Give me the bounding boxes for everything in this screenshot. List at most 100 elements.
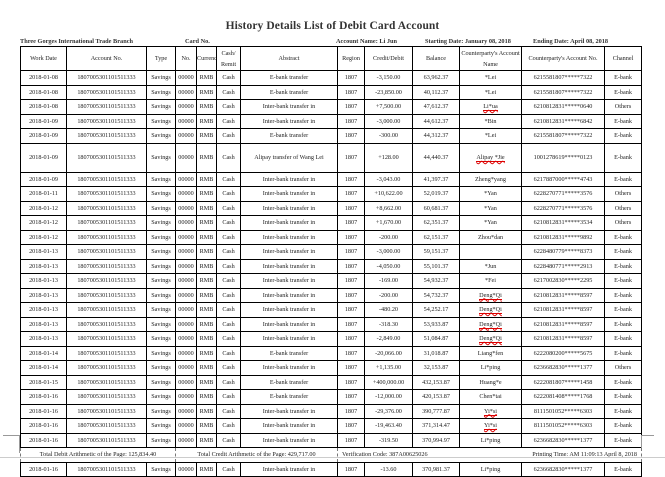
cell-channel: E-bank	[604, 128, 642, 144]
cell-account-no: 1807005301101511333	[66, 128, 147, 144]
cell-no: 00000	[175, 287, 197, 303]
starting-date: Starting Date: January 08, 2018	[425, 38, 511, 45]
header-credit-debit: Credit/Debit	[364, 46, 413, 71]
cell-region: 1807	[337, 113, 365, 129]
cell-channel: E-bank	[604, 432, 642, 448]
cell-counterparty-account: 6210812831*****8597	[521, 331, 605, 347]
cell-counterparty-account: 6215581807*****7322	[521, 128, 605, 144]
cell-currency: RMB	[196, 418, 217, 434]
page-summary-row: Total Debit Arithmetic of the Page: 125,…	[20, 447, 642, 463]
cell-credit-debit: -3,000.00	[364, 113, 413, 129]
cell-counterparty-account: 6236682830*****1377	[521, 461, 605, 477]
cell-work-date: 2018-01-13	[20, 316, 67, 332]
cell-counterparty-name: *Lei	[459, 128, 522, 144]
cell-credit-debit: +1,670.00	[364, 215, 413, 231]
cell-abstract: Alipay transfer of Wang Lei	[240, 142, 338, 173]
cell-type: Savings	[146, 84, 176, 100]
cell-cash-remit: Cash	[216, 244, 241, 260]
cell-account-no: 1807005301101511333	[66, 345, 147, 361]
cell-type: Savings	[146, 244, 176, 260]
cell-counterparty-name: Deng*Qi	[459, 287, 522, 303]
cell-type: Savings	[146, 273, 176, 289]
cell-channel: E-bank	[604, 229, 642, 245]
cell-counterparty-name: Deng*Qi	[459, 331, 522, 347]
cell-balance: 47,612.37	[412, 99, 460, 115]
cell-channel: E-bank	[604, 84, 642, 100]
cell-type: Savings	[146, 215, 176, 231]
cell-balance: 420,153.87	[412, 389, 460, 405]
cell-type: Savings	[146, 171, 176, 187]
header-region: Region	[337, 46, 365, 71]
cell-work-date: 2018-01-12	[20, 215, 67, 231]
spellcheck-flagged-text: Deng*Qi	[479, 306, 502, 314]
cell-counterparty-name: *Yan	[459, 215, 522, 231]
cell-counterparty-account: 6236682830*****1377	[521, 360, 605, 376]
cell-channel: E-bank	[604, 302, 642, 318]
cell-account-no: 1807005301101511333	[66, 200, 147, 216]
cell-counterparty-name: Deng*Qi	[459, 302, 522, 318]
table-row: 2018-01-13 1807005301101511333 Savings 0000…	[20, 258, 642, 274]
cell-credit-debit: -318.30	[364, 316, 413, 332]
cell-counterparty-account: 6222081807*****1458	[521, 374, 605, 390]
cell-region: 1807	[337, 273, 365, 289]
cell-balance: 390,777.87	[412, 403, 460, 419]
table-row: 2018-01-09 1807005301101511333 Savings 0000…	[20, 142, 642, 173]
cell-region: 1807	[337, 215, 365, 231]
cell-type: Savings	[146, 432, 176, 448]
cell-abstract: Inter-bank transfer in	[240, 229, 338, 245]
cell-counterparty-account: 6228270771*****3576	[521, 200, 605, 216]
cell-type: Savings	[146, 142, 176, 173]
cell-no: 00000	[175, 113, 197, 129]
cell-counterparty-name: *Lei	[459, 70, 522, 86]
cell-cash-remit: Cash	[216, 374, 241, 390]
cell-currency: RMB	[196, 244, 217, 260]
cell-type: Savings	[146, 360, 176, 376]
cell-type: Savings	[146, 461, 176, 477]
cell-counterparty-account: 8111501052*****6303	[521, 418, 605, 434]
cell-currency: RMB	[196, 113, 217, 129]
cell-work-date: 2018-01-16	[20, 418, 67, 434]
cell-cash-remit: Cash	[216, 99, 241, 115]
ending-date: Ending Date: April 08, 2018	[533, 38, 609, 45]
cell-region: 1807	[337, 200, 365, 216]
cell-credit-debit: +128.00	[364, 142, 413, 173]
cell-abstract: Inter-bank transfer in	[240, 200, 338, 216]
cell-channel: Others	[604, 360, 642, 376]
cell-abstract: Inter-bank transfer in	[240, 113, 338, 129]
cell-no: 00000	[175, 215, 197, 231]
cell-currency: RMB	[196, 331, 217, 347]
cell-work-date: 2018-01-16	[20, 389, 67, 405]
cell-type: Savings	[146, 331, 176, 347]
cell-account-no: 1807005301101511333	[66, 142, 147, 173]
cell-balance: 52,019.37	[412, 186, 460, 202]
header-account-no: Account No.	[66, 46, 147, 71]
cell-cash-remit: Cash	[216, 432, 241, 448]
cell-counterparty-name: *Lei	[459, 84, 522, 100]
cell-balance: 54,252.17	[412, 302, 460, 318]
cell-region: 1807	[337, 345, 365, 361]
cell-credit-debit: -23,850.00	[364, 84, 413, 100]
cell-currency: RMB	[196, 229, 217, 245]
spellcheck-flagged-text: Yi*si	[483, 407, 498, 416]
cell-balance: 371,314.47	[412, 418, 460, 434]
cell-no: 00000	[175, 142, 197, 173]
cell-balance: 54,932.37	[412, 273, 460, 289]
table-row: 2018-01-13 1807005301101511333 Savings 0000…	[20, 331, 642, 347]
cell-abstract: Inter-bank transfer in	[240, 258, 338, 274]
cell-cash-remit: Cash	[216, 258, 241, 274]
cell-credit-debit: -3,043.00	[364, 171, 413, 187]
cell-type: Savings	[146, 403, 176, 419]
table-row: 2018-01-16 1807005301101511333 Savings 0000…	[20, 432, 642, 448]
cell-channel: E-bank	[604, 142, 642, 173]
cell-region: 1807	[337, 186, 365, 202]
cell-balance: 40,112.37	[412, 84, 460, 100]
cell-credit-debit: -29,376.00	[364, 403, 413, 419]
spellcheck-flagged-text: Li*ua	[483, 103, 498, 111]
cell-cash-remit: Cash	[216, 461, 241, 477]
cell-account-no: 1807005301101511333	[66, 99, 147, 115]
header-no: No.	[175, 46, 197, 71]
cell-channel: E-bank	[604, 244, 642, 260]
cell-type: Savings	[146, 200, 176, 216]
cell-currency: RMB	[196, 461, 217, 477]
cell-account-no: 1807005301101511333	[66, 403, 147, 419]
